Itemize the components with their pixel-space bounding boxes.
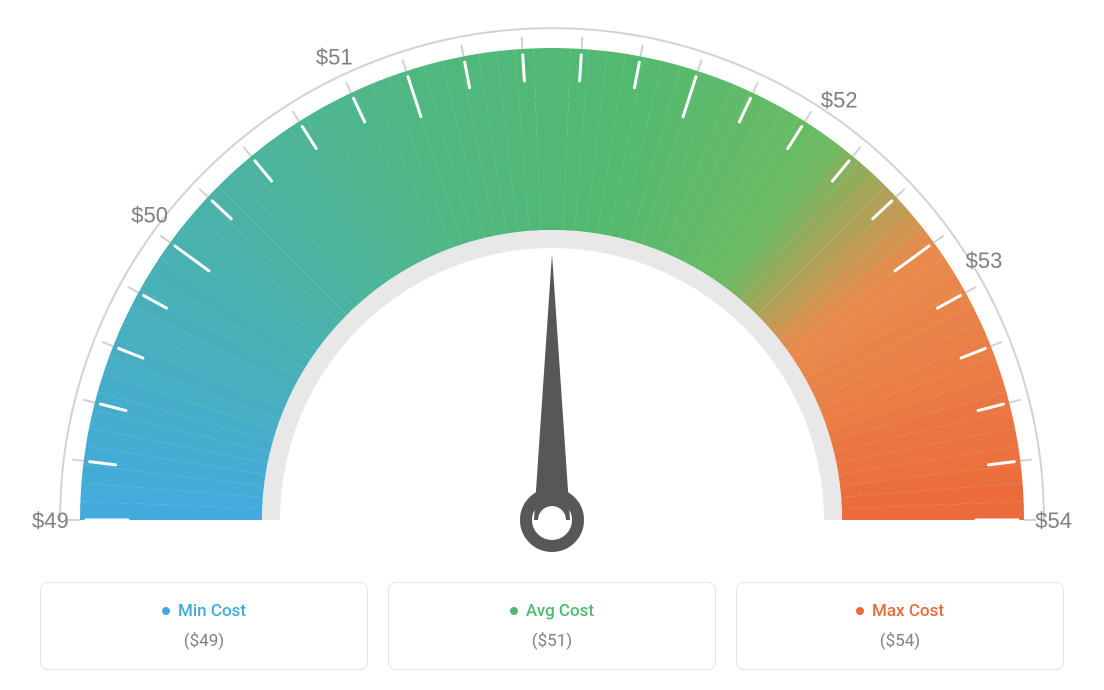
- legend-value-max: ($54): [757, 631, 1043, 651]
- gauge-chart: $49 $50 $51 $51 $52 $53 $54: [0, 0, 1104, 560]
- legend-title-max: Max Cost: [757, 601, 1043, 621]
- legend-label: Min Cost: [178, 601, 246, 621]
- legend-row: Min Cost ($49) Avg Cost ($51) Max Cost (…: [0, 582, 1104, 670]
- dot-icon: [162, 607, 170, 615]
- legend-card-min: Min Cost ($49): [40, 582, 368, 670]
- svg-text:$53: $53: [966, 248, 1003, 273]
- svg-text:$54: $54: [1035, 508, 1072, 533]
- legend-title-min: Min Cost: [61, 601, 347, 621]
- dot-icon: [510, 607, 518, 615]
- svg-text:$50: $50: [131, 202, 168, 227]
- legend-value-min: ($49): [61, 631, 347, 651]
- svg-text:$51: $51: [316, 45, 353, 70]
- legend-card-avg: Avg Cost ($51): [388, 582, 716, 670]
- legend-label: Max Cost: [872, 601, 944, 621]
- svg-text:$51: $51: [534, 0, 571, 1]
- gauge-svg: $49 $50 $51 $51 $52 $53 $54: [0, 0, 1104, 560]
- dot-icon: [856, 607, 864, 615]
- svg-text:$49: $49: [32, 508, 69, 533]
- legend-title-avg: Avg Cost: [409, 601, 695, 621]
- legend-value-avg: ($51): [409, 631, 695, 651]
- svg-text:$52: $52: [821, 87, 858, 112]
- legend-label: Avg Cost: [526, 601, 594, 621]
- legend-card-max: Max Cost ($54): [736, 582, 1064, 670]
